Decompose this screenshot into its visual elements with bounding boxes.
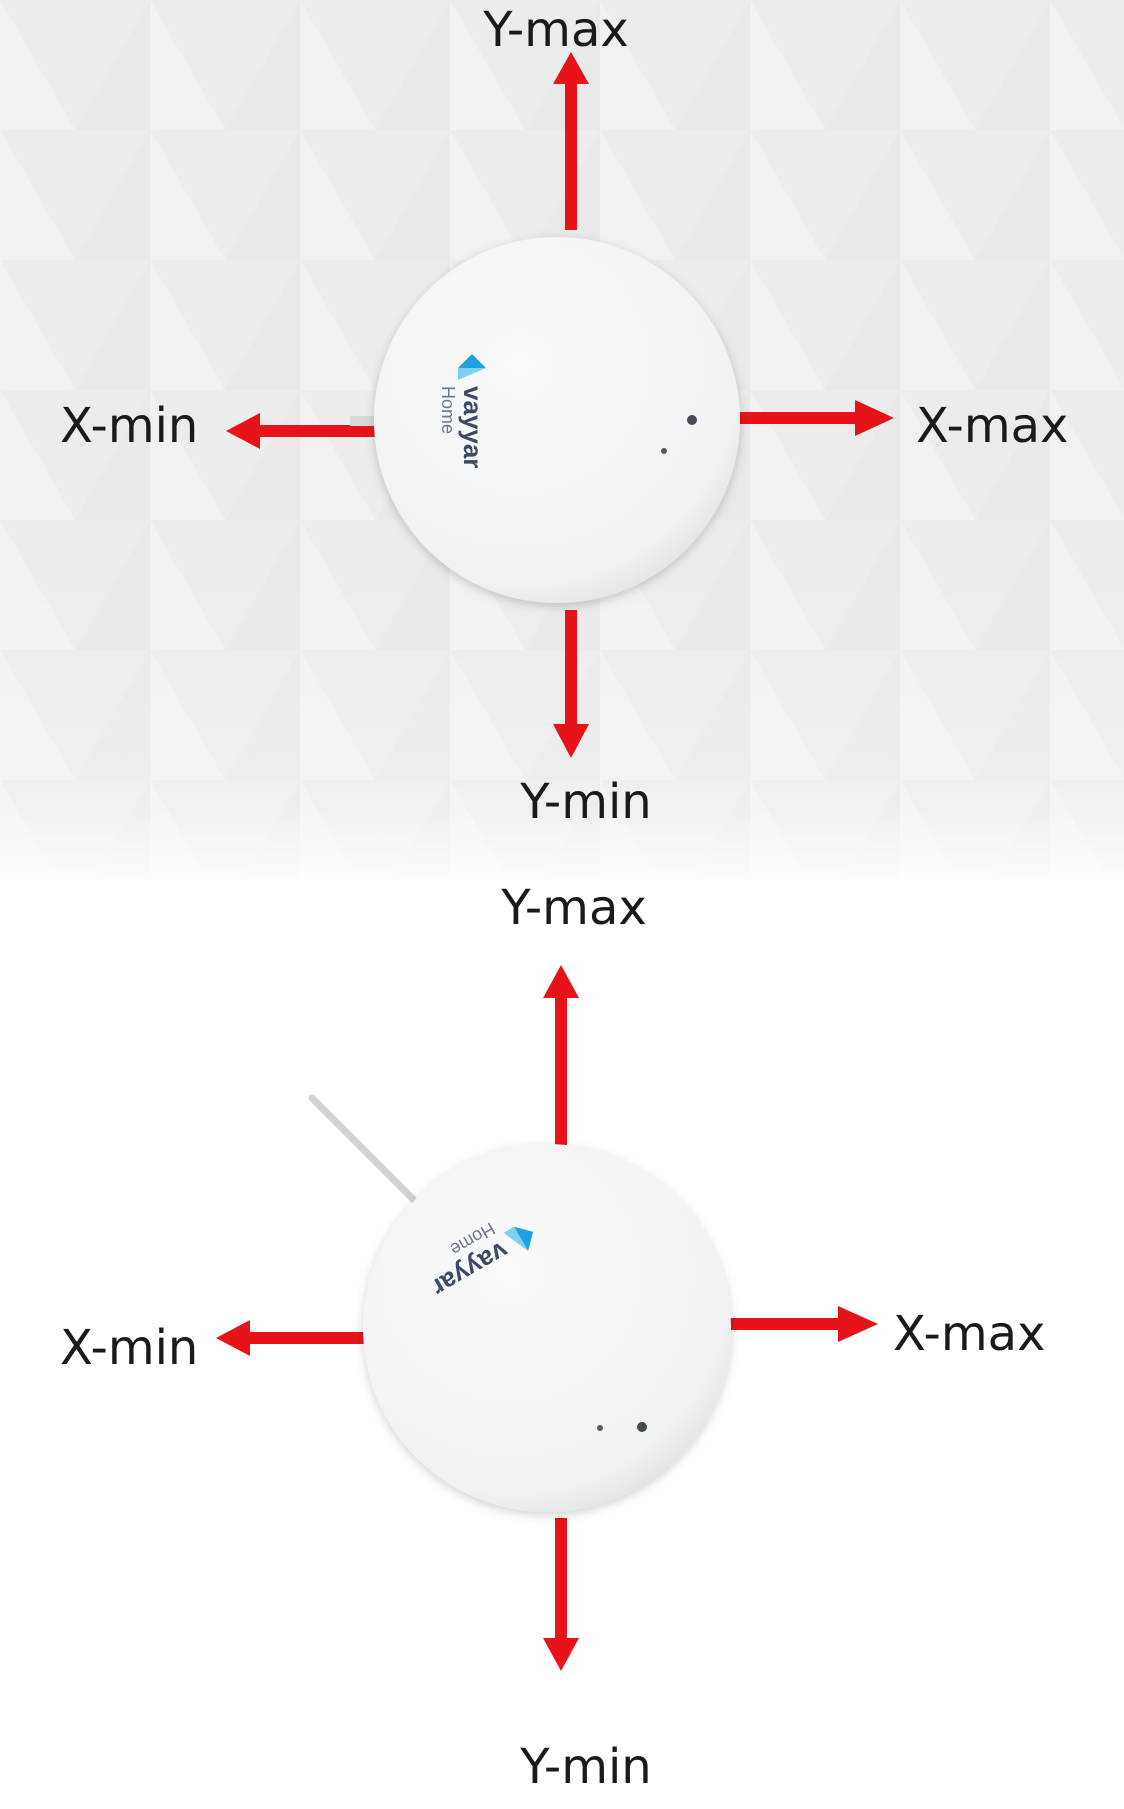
label-y-max-bottom: Y-max (500, 880, 647, 936)
label-x-max-top: X-max (916, 398, 1068, 454)
logo-triangle-icon (458, 354, 486, 368)
label-y-min-bottom: Y-min (519, 1739, 651, 1795)
label-y-min-top: Y-min (519, 774, 651, 830)
sensor-device-top: vayyar Home (350, 237, 740, 603)
sensor-device-bottom: vayyar Home (308, 1094, 731, 1512)
arrow-x-max-bottom (728, 1306, 878, 1342)
device-cable (308, 1094, 424, 1210)
label-y-max-top: Y-max (482, 2, 629, 58)
brand-sub: Home (438, 386, 458, 434)
logo-triangle-icon (514, 1226, 534, 1252)
arrow-x-min-bottom (216, 1320, 366, 1356)
arrow-x-min-top (226, 413, 375, 449)
device-cable (350, 416, 380, 426)
arrow-y-max-top (553, 52, 589, 230)
panel-bottom: vayyar Home Y-max Y-min X-min X-max (60, 880, 1045, 1795)
arrow-x-max-top (740, 400, 894, 436)
label-x-min-bottom: X-min (60, 1320, 198, 1376)
arrow-y-min-top (553, 610, 589, 758)
arrow-y-max-bottom (543, 965, 579, 1145)
label-x-min-top: X-min (60, 398, 198, 454)
panel-top: vayyar Home Y-max Y-min X-min X-max (0, 0, 1124, 890)
label-x-max-bottom: X-max (893, 1306, 1045, 1362)
brand-name: vayyar (458, 386, 488, 468)
arrow-y-min-bottom (543, 1518, 579, 1671)
